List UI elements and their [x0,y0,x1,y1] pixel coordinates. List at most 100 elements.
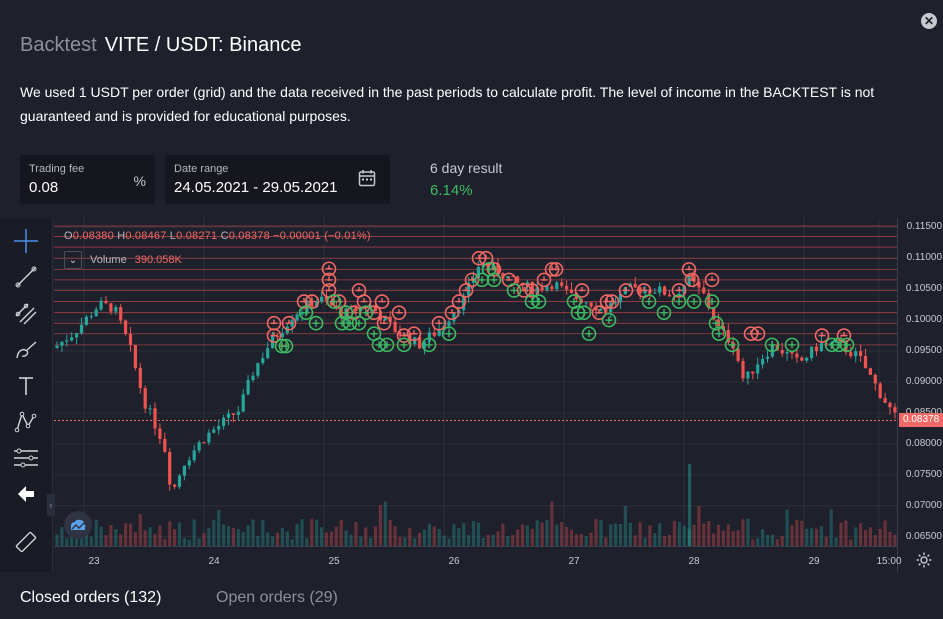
buy-marker [671,294,687,309]
volume-bar [525,525,529,546]
gear-icon[interactable] [916,552,932,568]
candle-body [266,348,270,359]
candle-body [653,292,657,294]
candle-body [275,336,280,338]
volume-bar [182,538,186,546]
volume-bar [731,531,735,546]
candle-body [315,301,319,307]
price-tick-label: 0.10000 [905,314,942,326]
candle-body [422,341,427,349]
candle-body [525,282,529,286]
trading-fee-value[interactable]: 0.08 [29,179,59,196]
crosshair-icon[interactable] [12,227,40,255]
candle-body [168,451,172,485]
ohlc-c-label: C [220,230,229,242]
close-button[interactable]: ✕ [921,13,937,29]
time-tick-label: 29 [808,556,820,567]
date-range-label: Date range [174,163,229,175]
time-tick-label: 26 [448,556,460,567]
volume-bar [55,534,59,546]
volume-bar [530,528,534,546]
volume-bar [462,523,466,546]
volume-bar [65,538,69,546]
collapse-toolbar-button[interactable]: ‹ [47,494,55,516]
sell-marker [321,272,337,288]
candle-body [418,337,422,349]
volume-bar [805,528,809,546]
measure-icon[interactable] [12,528,40,556]
candle-body [878,383,882,398]
volume-bar [290,539,294,546]
text-icon[interactable] [12,372,40,400]
volume-bar [614,523,618,546]
chart-area[interactable]: ‹ O0.08380 H0.08467 L0.08271 C0.08378 −0… [0,218,943,572]
candle-body [751,371,755,374]
candle-body [667,294,672,297]
result-block: 6 day result 6.14% [430,160,502,199]
candle-body [790,352,794,354]
volume-bar [697,505,701,546]
back-arrow-icon[interactable] [12,480,40,508]
time-axis[interactable]: 23 24 25 26 27 28 29 15:00 [54,546,902,572]
candle-body [873,374,877,384]
price-tick-label: 0.11000 [906,252,942,264]
volume-bar [653,533,657,546]
buy-marker [656,305,672,320]
volume-bar [672,520,676,546]
candle-body [246,379,250,395]
volume-bar [354,522,358,546]
volume-bar [133,532,137,546]
tab-open-orders[interactable]: Open orders (29) [216,589,338,606]
candle-body [226,413,231,418]
candle-body [765,356,770,359]
candle-body [388,316,392,322]
candle-body [863,356,868,369]
candle-body [202,442,206,444]
trading-fee-field[interactable]: Trading fee 0.08 % [20,155,155,204]
sell-marker [281,315,297,331]
tab-closed-orders[interactable]: Closed orders (132) [20,589,162,606]
volume-bar [736,530,740,546]
volume-bar [222,524,226,546]
candle-body [506,276,510,279]
volume-label: Volume [90,254,127,266]
time-tick-label: 15:00 [876,556,902,567]
trend-line-icon[interactable] [12,263,40,291]
buy-marker [474,272,490,288]
volume-bar [677,521,681,546]
candle-body [373,305,378,312]
orders-tabs: Closed orders (132) Open orders (29) [0,572,943,619]
volume-bar [751,539,755,546]
candle-body [805,357,809,361]
price-axis[interactable]: 0.11500 0.11000 0.10500 0.10000 0.09500 0.090… [897,218,943,572]
candle-body [467,282,471,296]
candle-body [780,350,784,354]
candle-body [192,450,196,461]
volume-bar [511,535,515,546]
volume-bar [187,539,191,546]
candle-body [810,346,814,358]
calendar-icon[interactable] [358,169,376,187]
ruler-lines-icon[interactable] [12,444,40,472]
sell-marker [391,305,407,320]
volume-bar [94,519,98,546]
fib-icon[interactable] [12,300,40,328]
brush-icon[interactable] [12,336,40,364]
candle-body [70,337,74,341]
candle-body [217,426,221,430]
sell-marker [524,283,540,298]
volume-bar [432,526,436,546]
date-range-field[interactable]: Date range 24.05.2021 - 29.05.2021 [165,155,390,204]
sell-marker [266,328,282,343]
volume-bar [212,520,216,546]
volume-bar [128,523,133,546]
pattern-icon[interactable] [12,408,40,436]
date-range-value[interactable]: 24.05.2021 - 29.05.2021 [174,179,338,196]
candlestick-plot[interactable] [54,218,897,546]
volume-bar [800,520,804,546]
chevron-down-icon[interactable]: ⌄ [64,251,82,269]
volume-bar [643,537,647,546]
tradingview-logo-icon[interactable] [64,511,92,539]
ohlc-l-label: L [169,230,177,242]
volume-bar [295,523,299,546]
